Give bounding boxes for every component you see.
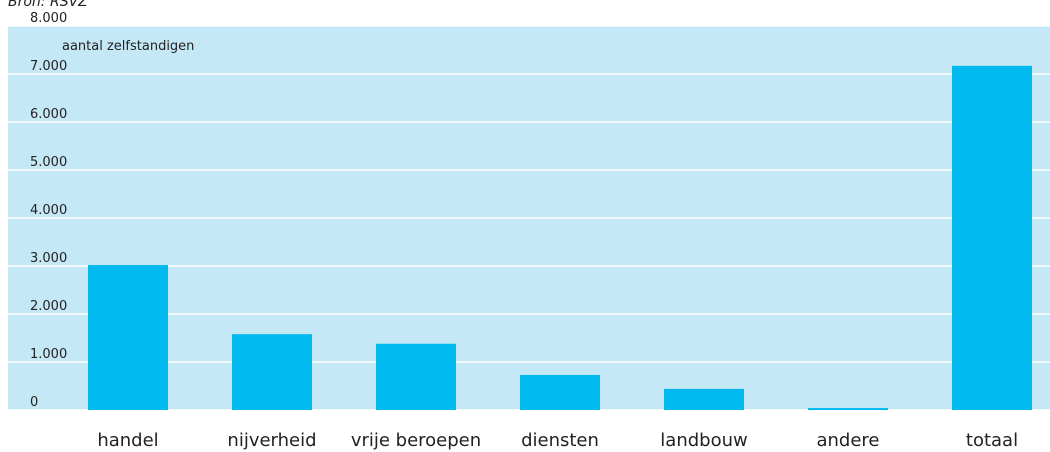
y-tick-label: 7.000 [30, 59, 67, 74]
x-tick-label: diensten [521, 430, 599, 451]
x-tick-label: landbouw [660, 430, 747, 451]
y-tick-label: 0 [30, 395, 38, 410]
y-tick-label: 1.000 [30, 347, 67, 362]
bar [232, 334, 312, 410]
axis-label: aantal zelfstandigen [62, 39, 194, 54]
source: Bron: RSVZ [8, 0, 88, 10]
bar [952, 65, 1032, 410]
bar [376, 343, 456, 410]
y-tick-label: 4.000 [30, 203, 67, 218]
bar [88, 265, 168, 410]
y-tick-label: 3.000 [30, 251, 67, 266]
y-tick-label: 8.000 [30, 11, 67, 26]
x-tick-label: handel [97, 430, 158, 451]
y-tick-label: 5.000 [30, 155, 67, 170]
bar [520, 374, 600, 410]
y-tick-label: 6.000 [30, 107, 67, 122]
x-tick-label: andere [816, 430, 879, 451]
bar [808, 408, 888, 410]
x-tick-label: vrije beroepen [351, 430, 481, 451]
x-tick-label: totaal [966, 430, 1018, 451]
x-tick-label: nijverheid [227, 430, 316, 451]
y-tick-label: 2.000 [30, 299, 67, 314]
bar [664, 388, 744, 410]
